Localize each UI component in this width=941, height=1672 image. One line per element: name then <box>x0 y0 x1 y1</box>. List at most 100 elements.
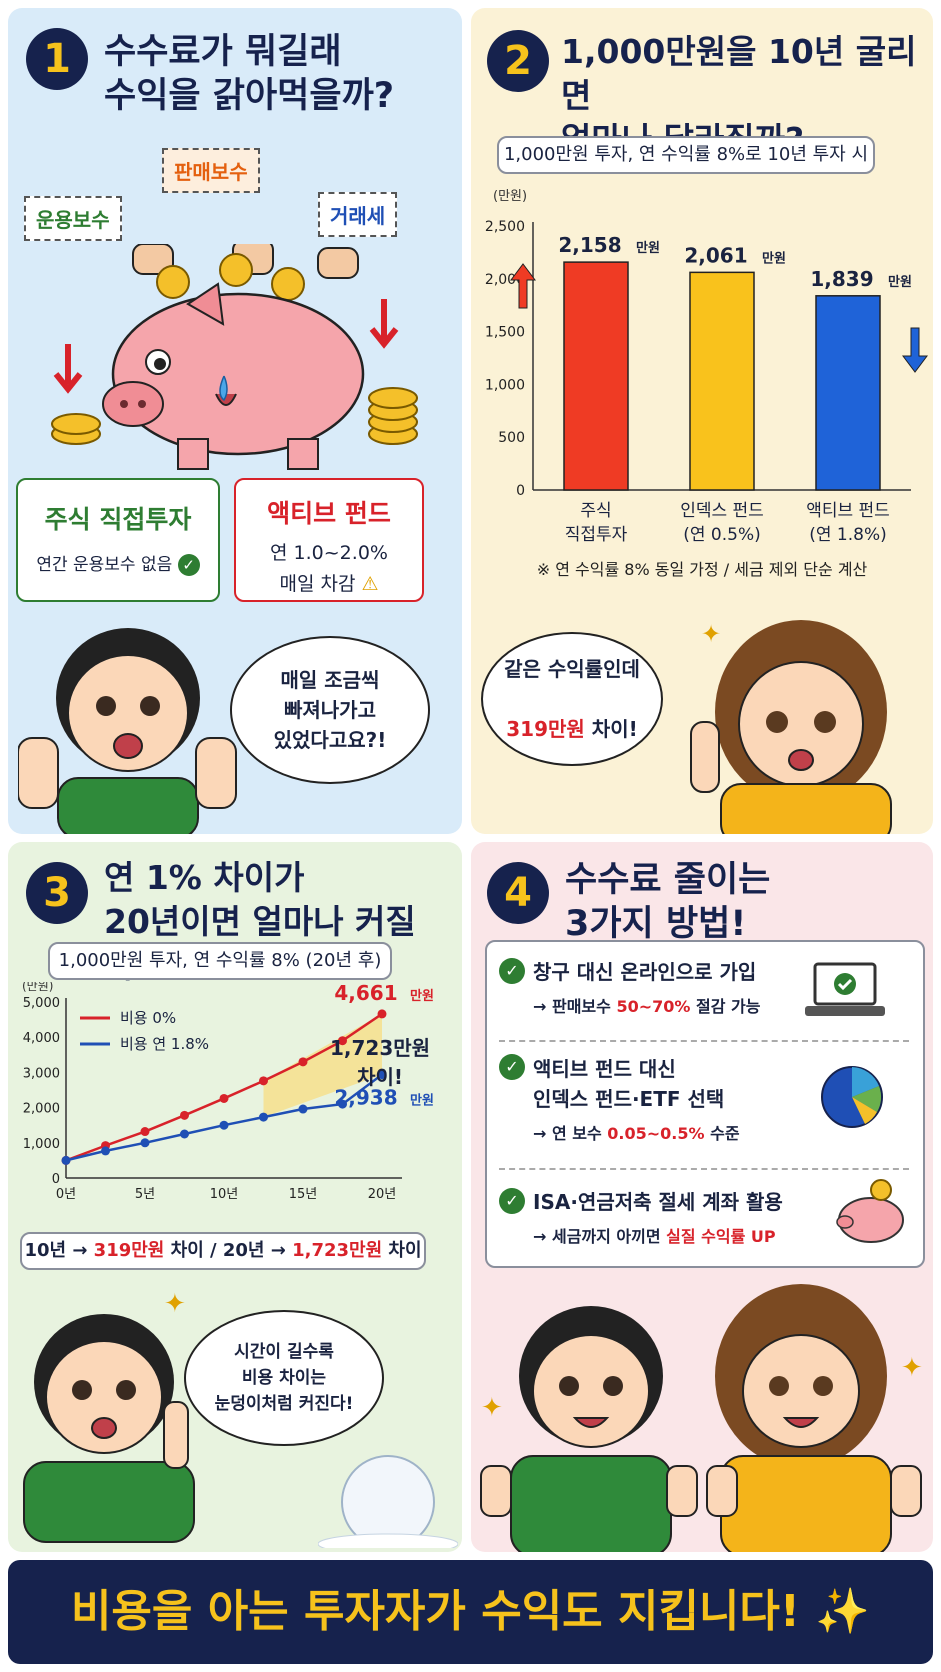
data-point <box>101 1146 110 1156</box>
y-axis-unit: (만원) <box>493 189 527 204</box>
end-unit-label: 만원 <box>410 988 434 1004</box>
tag-sales-fee: 판매보수 <box>162 148 260 193</box>
summary-part-a: 10년 → <box>24 1240 94 1261</box>
line-chart: (만원) 0 1,000 2,000 3,000 4,000 5,000 0년 5년 10년 15년… <box>22 982 434 1202</box>
x-category-label: (연 1.8%) <box>809 525 887 545</box>
data-point <box>259 1112 268 1122</box>
check-icon: ✓ <box>499 957 525 984</box>
summary-10y-value: 319만원 <box>93 1240 165 1261</box>
pie-chart-icon <box>821 1066 883 1128</box>
girl-character: ✦ <box>690 620 892 834</box>
data-point <box>259 1076 268 1086</box>
panel-fees: 1 수수료가 뭐길래 수익을 갉아먹을까? 판매보수 운용보수 거래세 <box>8 8 462 834</box>
up-arrow-icon <box>510 263 536 309</box>
bar <box>563 261 629 491</box>
speech-bubble: 매일 조금씩 빠져나가고 있었다고요?! <box>230 636 430 784</box>
direct-invest-sub: 연간 운용보수 없음 <box>36 555 173 575</box>
check-icon: ✓ <box>499 1054 525 1080</box>
snowball-illustration <box>318 1455 458 1548</box>
tip-item-1: ✓ 창구 대신 온라인으로 가입 → 판매보수 50~70% 절감 가능 <box>499 956 799 1017</box>
direct-invest-row: 연간 운용보수 없음 ✓ <box>18 550 218 576</box>
assumption-pill: 1,000만원 투자, 연 수익률 8% (20년 후) <box>48 942 392 980</box>
x-tick-label: 10년 <box>210 1187 239 1202</box>
difference-label: 차이! <box>357 1065 403 1089</box>
x-tick-label: 15년 <box>289 1187 318 1202</box>
piggy-bank-illustration <box>51 244 418 470</box>
bubble-line1: 같은 수익률인데 <box>504 657 640 681</box>
summary-part-e: 차이 <box>382 1240 422 1261</box>
x-category-label: 직접투자 <box>565 525 628 545</box>
x-category-label: (연 0.5%) <box>683 525 761 545</box>
bubble-line2: 319만원 차이! <box>504 714 640 744</box>
tips-card: ✓ 창구 대신 온라인으로 가입 → 판매보수 50~70% 절감 가능 ✓ 액… <box>485 940 925 1268</box>
bar-unit-label: 만원 <box>762 250 786 266</box>
tip-detail: → 세금까지 아끼면 실질 수익률 UP <box>533 1223 829 1247</box>
active-fund-row: 매일 차감 ⚠ <box>236 569 422 596</box>
divider <box>499 1040 909 1042</box>
tag-management-fee: 운용보수 <box>24 196 122 241</box>
y-tick-label: 5,000 <box>23 996 60 1011</box>
bar <box>689 271 755 491</box>
boy-character <box>18 628 237 834</box>
direct-invest-box: 주식 직접투자 연간 운용보수 없음 ✓ <box>16 478 220 602</box>
y-tick-label: 4,000 <box>23 1031 60 1046</box>
end-unit-label: 만원 <box>410 1093 434 1109</box>
bar-value-label: 1,839 <box>810 267 873 291</box>
y-tick-label: 3,000 <box>23 1066 60 1081</box>
x-category-label: 인덱스 펀드 <box>680 501 764 521</box>
difference-area <box>263 1013 382 1118</box>
tip-title: 창구 대신 온라인으로 가입 <box>533 960 757 984</box>
check-icon: ✓ <box>177 554 200 576</box>
y-tick-label: 2,500 <box>485 219 525 235</box>
summary-part-c: 차이 / 20년 → <box>164 1240 293 1261</box>
end-value-label: 2,938 <box>334 1086 397 1110</box>
y-axis-unit: (만원) <box>22 982 53 993</box>
y-tick-label: 1,000 <box>485 377 525 393</box>
boy-character-2: ✦ <box>23 1289 195 1543</box>
panel-tips: 4 수수료 줄이는 3가지 방법! ✓ 창구 대신 온라인으로 가입 → 판매보… <box>471 842 933 1552</box>
bar-value-label: 2,061 <box>684 243 747 267</box>
x-tick-label: 0년 <box>56 1187 76 1202</box>
tip-detail-pre: → 연 보수 <box>533 1124 608 1143</box>
tip-detail: → 연 보수 0.05~0.5% 수준 <box>533 1120 799 1144</box>
bar-unit-label: 만원 <box>636 240 660 256</box>
active-fund-box: 액티브 펀드 연 1.0~2.0% 매일 차감 ⚠ <box>234 478 424 602</box>
end-value-label: 4,661 <box>334 982 397 1005</box>
footer-banner: 비용을 아는 투자자가 수익도 지킵니다! ✨ <box>8 1560 933 1664</box>
speech-bubble: 시간이 길수록 비용 차이는 눈덩이처럼 커진다! <box>184 1310 384 1446</box>
summary-20y-value: 1,723만원 <box>292 1240 383 1261</box>
x-category-label: 주식 <box>580 501 611 521</box>
data-point <box>180 1110 189 1120</box>
data-point <box>377 1009 387 1019</box>
data-point <box>219 1120 229 1130</box>
summary-pill: 10년 → 319만원 차이 / 20년 → 1,723만원 차이 <box>20 1232 426 1270</box>
difference-callout: 1,723만원 차이! <box>330 1032 430 1090</box>
speech-bubble: 같은 수익률인데 319만원 차이! <box>481 632 663 766</box>
down-arrow-icon <box>902 327 928 373</box>
panel-number: 3 <box>26 862 88 924</box>
data-point <box>140 1138 150 1148</box>
kids-thumbs-up-illustration: ✦ ✦ <box>480 1284 923 1552</box>
y-tick-label: 1,500 <box>485 325 525 341</box>
y-tick-label: 2,000 <box>23 1102 60 1117</box>
active-fund-daily: 매일 차감 <box>279 573 356 595</box>
tip-title: ISA·연금저축 절세 계좌 활용 <box>533 1190 783 1214</box>
legend-label: 비용 0% <box>120 1009 176 1027</box>
tip-item-3: ✓ ISA·연금저축 절세 계좌 활용 → 세금까지 아끼면 실질 수익률 UP <box>499 1186 829 1247</box>
piggy-bank-icon <box>836 1179 904 1243</box>
y-tick-label: 0 <box>516 483 525 499</box>
tip-detail-pre: → 세금까지 아끼면 <box>533 1227 667 1246</box>
x-tick-label: 20년 <box>368 1187 397 1202</box>
data-point <box>298 1057 308 1067</box>
x-tick-label: 5년 <box>135 1187 155 1202</box>
data-point <box>338 1099 347 1109</box>
bar <box>815 295 881 491</box>
panel-title: 수수료가 뭐길래 수익을 갉아먹을까? <box>104 32 395 116</box>
chart-note: ※ 연 수익률 8% 동일 가정 / 세금 제외 단순 계산 <box>536 560 868 579</box>
bar-unit-label: 만원 <box>888 274 912 290</box>
tip-item-2: ✓ 액티브 펀드 대신 인덱스 펀드·ETF 선택 → 연 보수 0.05~0.… <box>499 1054 799 1144</box>
panel-number: 4 <box>487 862 549 924</box>
data-point <box>61 1155 71 1165</box>
svg-text:✦: ✦ <box>901 1353 923 1383</box>
